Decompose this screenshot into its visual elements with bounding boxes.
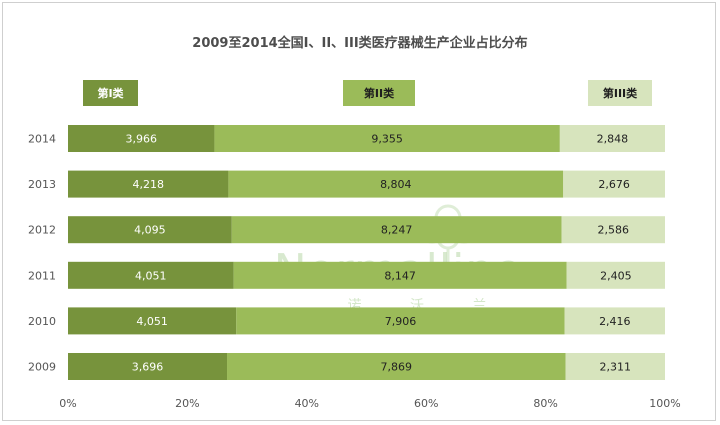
data-label: 4,095 bbox=[134, 224, 166, 237]
category-label: 2010 bbox=[28, 315, 56, 328]
bar-segment bbox=[68, 216, 232, 244]
x-tick-label: 0% bbox=[59, 397, 76, 410]
legend-swatch bbox=[588, 80, 652, 106]
bar-row: 4,051 8,147 2,405 bbox=[68, 261, 665, 289]
bar-segment bbox=[68, 261, 234, 289]
x-tick-label: 60% bbox=[414, 397, 438, 410]
data-label: 9,355 bbox=[371, 133, 403, 146]
legend-label: 第II类 bbox=[364, 86, 395, 100]
chart-frame bbox=[2, 2, 716, 421]
legend-swatch bbox=[83, 80, 138, 106]
bar-segment bbox=[565, 353, 665, 380]
x-tick-label: 40% bbox=[295, 397, 319, 410]
bar-segment bbox=[561, 216, 665, 244]
data-label: 7,906 bbox=[385, 315, 417, 328]
data-label: 3,966 bbox=[125, 133, 157, 146]
bar-row: 4,218 8,804 2,676 bbox=[68, 170, 665, 198]
data-label: 7,869 bbox=[381, 361, 413, 374]
data-label: 2,311 bbox=[600, 361, 632, 374]
legend-item: 第I类 bbox=[83, 80, 138, 106]
bars: 3,966 9,355 2,848 4,218 8,804 2,676 4,095 8,247… bbox=[68, 125, 665, 380]
legend-item: 第II类 bbox=[343, 80, 415, 106]
bar-segment bbox=[68, 170, 229, 198]
bar-segment bbox=[228, 170, 564, 198]
data-label: 4,051 bbox=[136, 315, 168, 328]
x-axis-ticks: 0% 20% 40% 60% 80% 100% bbox=[59, 397, 680, 410]
bar-row: 4,051 7,906 2,416 bbox=[68, 307, 665, 335]
data-label: 4,051 bbox=[135, 269, 167, 282]
data-label: 2,848 bbox=[597, 133, 629, 146]
data-label: 8,804 bbox=[380, 178, 412, 191]
data-label: 8,147 bbox=[384, 269, 416, 282]
bar-segment bbox=[236, 307, 565, 335]
legend-item: 第III类 bbox=[588, 80, 652, 106]
legend: 第I类 第II类 第III类 bbox=[83, 80, 652, 106]
bar-row: 3,966 9,355 2,848 bbox=[68, 125, 665, 152]
category-label: 2014 bbox=[28, 133, 56, 146]
data-label: 2,586 bbox=[598, 224, 630, 237]
x-tick-label: 80% bbox=[533, 397, 557, 410]
data-label: 4,218 bbox=[132, 178, 164, 191]
bar-row: 4,095 8,247 2,586 bbox=[68, 216, 665, 244]
bar-segment bbox=[68, 307, 237, 335]
bar-segment bbox=[559, 125, 665, 152]
bar-segment bbox=[564, 307, 665, 335]
bar-row: 3,696 7,869 2,311 bbox=[68, 353, 665, 380]
category-label: 2011 bbox=[28, 269, 56, 282]
data-label: 3,696 bbox=[132, 361, 164, 374]
bar-segment bbox=[231, 216, 562, 244]
legend-label: 第I类 bbox=[97, 86, 124, 100]
data-label: 2,405 bbox=[600, 269, 632, 282]
bar-segment bbox=[214, 125, 560, 152]
x-tick-label: 20% bbox=[175, 397, 199, 410]
category-label: 2009 bbox=[28, 361, 56, 374]
data-label: 2,676 bbox=[598, 178, 630, 191]
category-label: 2013 bbox=[28, 178, 56, 191]
data-label: 8,247 bbox=[381, 224, 413, 237]
bar-segment bbox=[233, 261, 567, 289]
bar-segment bbox=[68, 353, 228, 380]
x-tick-label: 100% bbox=[649, 397, 680, 410]
bar-segment bbox=[227, 353, 566, 380]
legend-label: 第III类 bbox=[603, 86, 638, 100]
bar-segment bbox=[566, 261, 665, 289]
category-label: 2012 bbox=[28, 224, 56, 237]
category-labels: 2014 2013 2012 2011 2010 2009 bbox=[28, 133, 56, 374]
data-label: 2,416 bbox=[599, 315, 631, 328]
bar-segment bbox=[563, 170, 665, 198]
legend-swatch bbox=[343, 80, 415, 106]
chart-title: 2009至2014全国I、II、III类医疗器械生产企业占比分布 bbox=[192, 35, 527, 51]
bar-segment bbox=[68, 125, 215, 152]
